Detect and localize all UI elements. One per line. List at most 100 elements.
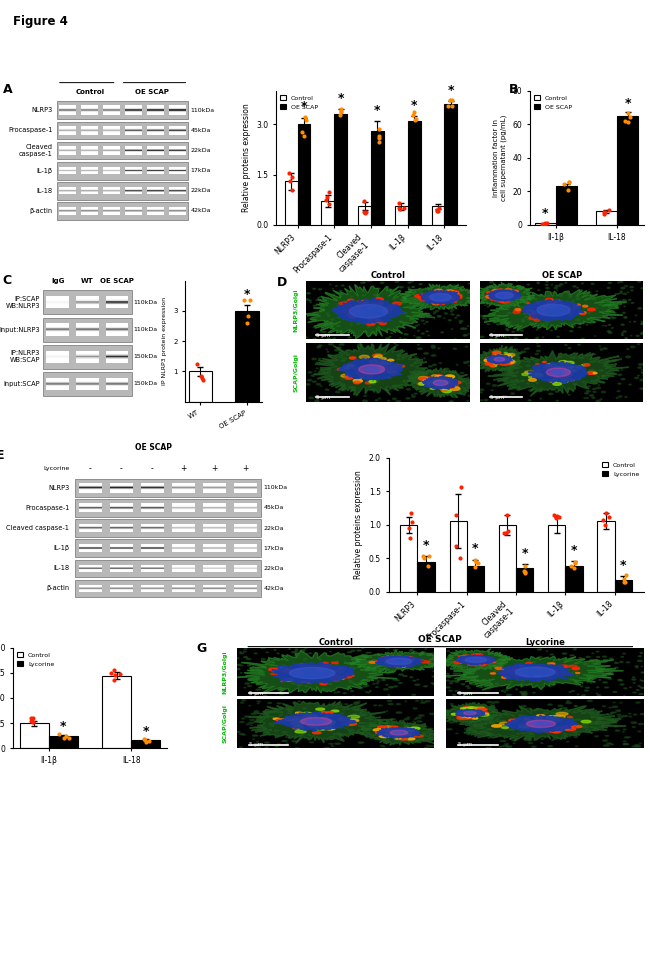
Circle shape	[537, 350, 540, 352]
Circle shape	[375, 317, 379, 319]
Circle shape	[475, 709, 485, 711]
Circle shape	[433, 364, 436, 366]
Circle shape	[560, 363, 564, 364]
Circle shape	[325, 727, 335, 729]
Circle shape	[410, 739, 413, 740]
Circle shape	[346, 354, 350, 355]
Circle shape	[543, 319, 545, 320]
Circle shape	[386, 289, 390, 290]
Circle shape	[571, 325, 575, 327]
Point	[432, 203, 443, 218]
Polygon shape	[515, 667, 555, 677]
Circle shape	[450, 292, 459, 294]
Circle shape	[509, 728, 514, 730]
Circle shape	[358, 715, 364, 716]
Circle shape	[561, 305, 564, 306]
Circle shape	[623, 293, 627, 294]
Point	[358, 193, 369, 209]
Circle shape	[337, 671, 344, 673]
Circle shape	[287, 719, 296, 721]
Point	[139, 731, 150, 747]
Circle shape	[396, 712, 402, 714]
Circle shape	[544, 676, 551, 678]
Circle shape	[479, 714, 489, 716]
Circle shape	[376, 731, 383, 733]
Circle shape	[447, 295, 450, 297]
Point	[25, 714, 36, 729]
Circle shape	[467, 661, 475, 664]
Circle shape	[401, 737, 408, 739]
Circle shape	[530, 323, 532, 324]
Circle shape	[437, 301, 445, 304]
Circle shape	[244, 716, 250, 718]
Point	[53, 725, 64, 741]
Circle shape	[379, 298, 382, 299]
Circle shape	[528, 739, 532, 741]
Circle shape	[521, 319, 524, 320]
Circle shape	[274, 730, 278, 731]
Circle shape	[506, 292, 512, 294]
Circle shape	[365, 663, 369, 664]
Circle shape	[358, 370, 363, 372]
Circle shape	[236, 664, 240, 665]
Circle shape	[532, 662, 536, 663]
Circle shape	[282, 740, 287, 742]
Circle shape	[369, 316, 372, 317]
Circle shape	[315, 396, 318, 397]
Circle shape	[490, 365, 495, 367]
Circle shape	[586, 391, 590, 392]
Circle shape	[318, 671, 323, 672]
Circle shape	[497, 362, 501, 364]
Point	[198, 372, 209, 388]
Circle shape	[526, 662, 532, 664]
Circle shape	[460, 714, 469, 716]
Circle shape	[377, 289, 380, 290]
Circle shape	[590, 714, 595, 715]
Circle shape	[370, 662, 376, 663]
Circle shape	[436, 301, 441, 302]
Circle shape	[404, 725, 410, 726]
Polygon shape	[313, 343, 430, 396]
Circle shape	[385, 659, 389, 660]
Circle shape	[382, 657, 389, 658]
Circle shape	[618, 383, 621, 384]
Circle shape	[552, 717, 562, 720]
Circle shape	[353, 311, 356, 312]
Circle shape	[400, 728, 407, 730]
Circle shape	[512, 669, 521, 671]
Circle shape	[283, 731, 287, 733]
Circle shape	[411, 396, 415, 397]
Circle shape	[374, 357, 378, 358]
Circle shape	[599, 304, 603, 305]
Circle shape	[619, 396, 622, 397]
Circle shape	[593, 298, 596, 299]
Circle shape	[601, 375, 606, 376]
Circle shape	[597, 717, 602, 718]
Circle shape	[474, 718, 478, 719]
Polygon shape	[344, 650, 449, 673]
Circle shape	[471, 712, 480, 714]
Circle shape	[389, 655, 396, 657]
Circle shape	[313, 338, 316, 339]
Y-axis label: Relative proteins expression: Relative proteins expression	[242, 103, 251, 213]
Circle shape	[357, 323, 360, 325]
Circle shape	[341, 360, 345, 362]
Circle shape	[352, 722, 356, 723]
Circle shape	[537, 345, 540, 346]
Circle shape	[484, 291, 488, 292]
Circle shape	[456, 286, 459, 287]
Polygon shape	[463, 712, 476, 715]
Circle shape	[392, 372, 397, 374]
Circle shape	[507, 322, 510, 324]
Circle shape	[406, 738, 415, 740]
Circle shape	[301, 717, 311, 719]
Point	[26, 711, 36, 726]
Circle shape	[555, 391, 559, 392]
Circle shape	[324, 325, 328, 326]
Circle shape	[330, 736, 334, 738]
Circle shape	[421, 294, 426, 295]
Circle shape	[442, 389, 452, 393]
Circle shape	[372, 383, 376, 384]
Circle shape	[406, 657, 413, 659]
Circle shape	[558, 377, 562, 378]
